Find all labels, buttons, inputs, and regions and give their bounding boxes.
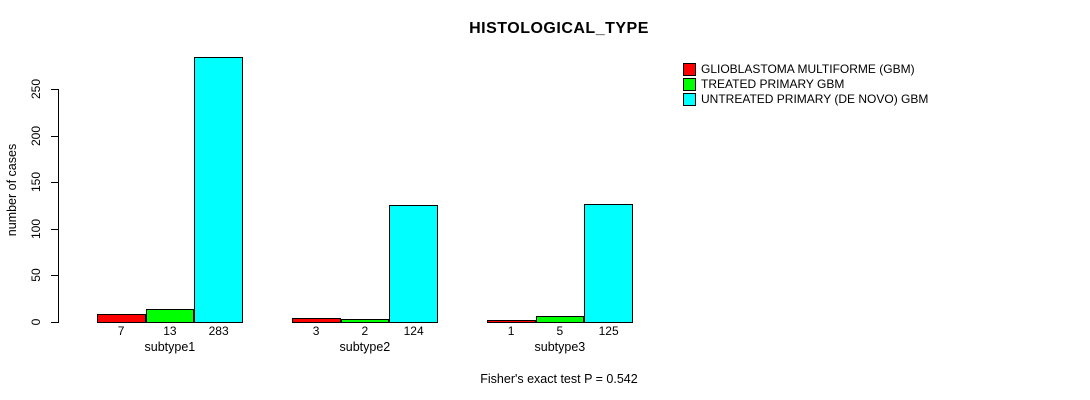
legend-row: GLIOBLASTOMA MULTIFORME (GBM): [683, 62, 928, 77]
bar: [535, 316, 585, 323]
y-axis-tick: [51, 182, 58, 184]
bar-value-label: 13: [163, 324, 177, 338]
bar-value-label: 124: [403, 324, 424, 338]
annotation-text: Fisher's exact test P = 0.542: [480, 372, 638, 386]
legend-row: TREATED PRIMARY GBM: [683, 77, 928, 92]
legend-swatch: [683, 93, 696, 106]
bar: [340, 319, 390, 323]
legend: GLIOBLASTOMA MULTIFORME (GBM) TREATED PRI…: [683, 62, 928, 107]
bar-value-label: 5: [556, 324, 564, 338]
category-label: subtype2: [339, 340, 391, 354]
bar-value-label: 3: [312, 324, 320, 338]
bar-value-label: 1: [507, 324, 515, 338]
legend-swatch: [683, 63, 696, 76]
bar: [584, 204, 633, 323]
bar: [145, 309, 195, 323]
y-axis-tick: [51, 322, 58, 323]
y-tick-label: 250: [29, 78, 43, 100]
y-axis-tick: [51, 89, 58, 90]
y-axis-tick: [51, 275, 58, 277]
legend-row: UNTREATED PRIMARY (DE NOVO) GBM: [683, 92, 928, 107]
bar: [486, 320, 536, 323]
bar: [291, 318, 341, 323]
legend-swatch: [683, 78, 696, 91]
y-axis-line: [58, 89, 59, 323]
bar: [194, 57, 243, 323]
bar-value-label: 125: [598, 324, 619, 338]
y-axis-tick: [51, 135, 58, 137]
legend-label: TREATED PRIMARY GBM: [701, 77, 845, 91]
bar: [389, 205, 438, 323]
y-tick-label: 0: [29, 318, 43, 326]
category-label: subtype1: [144, 340, 196, 354]
bar-value-label: 2: [361, 324, 369, 338]
y-tick-label: 50: [29, 268, 43, 283]
bar-value-label: 283: [208, 324, 229, 338]
y-tick-label: 150: [29, 172, 43, 193]
y-axis-tick: [51, 228, 58, 230]
legend-label: UNTREATED PRIMARY (DE NOVO) GBM: [701, 92, 929, 106]
y-axis-label: number of cases: [5, 143, 19, 237]
bar: [96, 314, 146, 323]
y-tick-label: 200: [29, 125, 43, 146]
bar-value-label: 7: [117, 324, 125, 338]
y-tick-label: 100: [29, 218, 43, 239]
legend-label: GLIOBLASTOMA MULTIFORME (GBM): [701, 62, 915, 76]
chart-title: HISTOLOGICAL_TYPE: [469, 20, 649, 37]
category-label: subtype3: [534, 340, 586, 354]
